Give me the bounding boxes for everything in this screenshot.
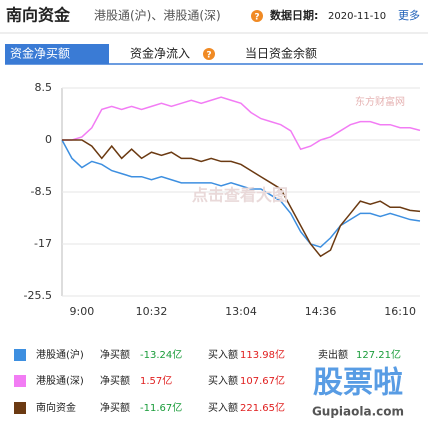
watermark: 点击查看大图 (192, 186, 288, 205)
more-link[interactable]: 更多 (398, 8, 420, 22)
help-icon-mark: ? (254, 13, 259, 23)
field-value: 221.65亿 (240, 401, 285, 414)
y-tick-label: 8.5 (35, 81, 53, 94)
field-label: 卖出额 (318, 348, 348, 361)
x-tick-label: 14:36 (305, 305, 337, 318)
tab[interactable]: 当日资金余额 (245, 46, 317, 61)
legend-name: 南向资金 (36, 401, 76, 414)
tab[interactable]: 资金净买额 (10, 46, 70, 61)
field-label: 净买额 (100, 348, 130, 361)
series-line (62, 139, 421, 258)
title: 南向资金 (6, 6, 71, 25)
logo-watermark: 东方财富网 (355, 95, 405, 108)
y-tick-label: -25.5 (24, 289, 52, 302)
field-value: 127.21亿 (356, 348, 401, 361)
site-url: Gupiaola.com (312, 405, 404, 419)
field-label: 买入额 (208, 374, 238, 387)
date-label: 数据日期: (270, 8, 318, 22)
field-label: 买入额 (208, 401, 238, 414)
x-tick-label: 9:00 (70, 305, 95, 318)
legend-name: 港股通(沪) (36, 348, 84, 361)
legend-swatch (14, 402, 26, 414)
tab[interactable]: 资金净流入 (130, 46, 190, 61)
field-value: 107.67亿 (240, 374, 285, 387)
field-value: 113.98亿 (240, 348, 285, 361)
y-tick-label: -17 (34, 237, 52, 250)
help-icon[interactable] (251, 10, 263, 22)
series-line (62, 96, 421, 151)
tab-selected[interactable] (5, 44, 109, 64)
field-label: 净买额 (100, 374, 130, 387)
field-value: -13.24亿 (140, 348, 182, 361)
date: 2020-11-10 (328, 11, 386, 22)
legend-swatch (14, 375, 26, 387)
y-tick-label: -8.5 (31, 185, 52, 198)
site-watermark: 股票啦 (313, 366, 403, 401)
x-tick-label: 13:04 (225, 305, 257, 318)
help-icon[interactable] (203, 48, 215, 60)
field-value: 1.57亿 (140, 374, 172, 387)
legend-name: 港股通(深) (36, 375, 84, 387)
y-tick-label: 0 (45, 133, 52, 146)
field-label: 买入额 (208, 348, 238, 361)
help-icon-mark: ? (206, 51, 211, 61)
field-label: 净买额 (100, 401, 130, 414)
series-line (61, 139, 421, 248)
field-value: -11.67亿 (140, 401, 182, 414)
x-tick-label: 16:10 (384, 305, 416, 318)
subtitle: 港股通(沪)、港股通(深) (94, 9, 221, 23)
legend-swatch (14, 349, 26, 361)
x-tick-label: 10:32 (136, 305, 168, 318)
